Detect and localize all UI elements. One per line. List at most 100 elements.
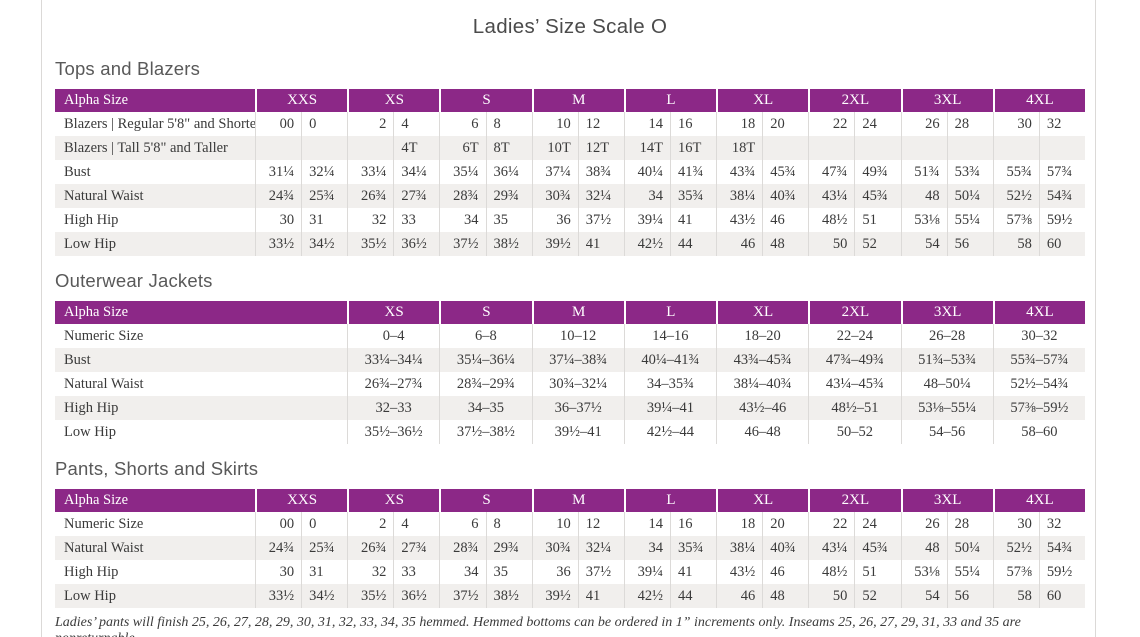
cell-value: 00	[279, 515, 295, 532]
row-label: Blazers | Tall 5'8" and Taller	[64, 139, 228, 156]
table-header-row: Alpha Size XXS XS S M L XL 2XL 3XL 4XL	[55, 89, 1085, 112]
alpha-size-header: Alpha Size	[55, 489, 255, 512]
size-header-xl: XL	[716, 301, 809, 324]
size-cell: 40¼–41¾	[623, 348, 716, 372]
cell-value: 43¼–45¾	[825, 375, 884, 392]
cell-value: 38½	[485, 584, 532, 608]
cell-value: 39¼–41	[646, 399, 694, 416]
table-row: Natural Waist 26¾–27¾ 28¾–29¾ 30¾–32¼ 34–35¾…	[55, 372, 1085, 396]
size-cell: 36–37½	[531, 396, 624, 420]
cell-value: 43¼	[822, 539, 848, 556]
cell-value: 35	[485, 208, 532, 232]
table-body: Blazers | Regular 5'8" and Shorter 00 0 2 4 6…	[55, 112, 1085, 256]
size-cell: 46 48	[716, 584, 808, 608]
size-cell: 48½ 51	[808, 560, 900, 584]
size-cell: 30¾ 32¼	[531, 184, 624, 208]
cell-value: 53⅛–55¼	[918, 399, 977, 416]
cell-value: 37¼–38¾	[549, 351, 608, 368]
cell-value: 0	[301, 512, 347, 536]
size-cell: 26 28	[900, 112, 993, 136]
size-cell: 48 50¼	[900, 536, 993, 560]
cell-value: 12	[577, 112, 624, 136]
size-cell: 52½–54¾	[992, 372, 1085, 396]
cell-value: 53⅛	[914, 563, 940, 580]
size-cell: 54 56	[900, 584, 993, 608]
cell-value: 47¾–49¾	[825, 351, 884, 368]
cell-value: 8T	[485, 136, 532, 160]
cell-value: 54–56	[929, 423, 966, 440]
table-row: High Hip 30 31 32 33 34 35 36 37½ 39¼ 41 43½ 46 48½ 51…	[55, 208, 1085, 232]
size-cell: 46–48	[716, 420, 808, 444]
cell-value: 32–33	[375, 399, 412, 416]
cell-value: 37½	[453, 235, 479, 252]
cell-value: 50–52	[836, 423, 873, 440]
size-cell: 40¼ 41¾	[623, 160, 716, 184]
cell-value: 34½	[301, 584, 347, 608]
cell-value: 30	[1017, 515, 1032, 532]
section-outerwear-jackets: Outerwear Jackets Alpha Size XS S M L XL 2XL 3XL…	[55, 270, 1085, 444]
cell-value: 42½	[637, 587, 663, 604]
cell-value: 28¾–29¾	[456, 375, 515, 392]
cell-value: 12T	[577, 136, 624, 160]
size-cell: 54 56	[900, 232, 993, 256]
cell-value: 26¾–27¾	[364, 375, 423, 392]
table-row: Bust 33¼–34¼ 35¼–36¼ 37¼–38¾ 40¼–41¾ 43¾–45¾ 4…	[55, 348, 1085, 372]
row-label: High Hip	[64, 563, 119, 580]
size-cell: 35½ 36½	[347, 584, 439, 608]
cell-value: 35¼–36¼	[456, 351, 515, 368]
cell-value: 49¾	[854, 160, 900, 184]
cell-value: 38¼–40¾	[733, 375, 792, 392]
table-row: Blazers | Tall 5'8" and Taller 4T 6T 8T 10T 1…	[55, 136, 1085, 160]
cell-value: 36	[556, 211, 571, 228]
table-row: High Hip 30 31 32 33 34 35 36 37½ 39¼ 41 43½ 46 48½ 51…	[55, 560, 1085, 584]
cell-value: 51	[854, 560, 900, 584]
size-cell: 22 24	[808, 512, 900, 536]
cell-value: 42½–44	[646, 423, 694, 440]
cell-value: 43½	[729, 563, 756, 580]
size-cell: 10T 12T	[531, 136, 624, 160]
table-row: Numeric Size 0–4 6–8 10–12 14–16 18–20 22–24 26…	[55, 324, 1085, 348]
cell-value: 54	[925, 587, 940, 604]
cell-value: 29¾	[485, 184, 532, 208]
cell-value: 32¼	[577, 536, 624, 560]
size-cell: 43¾–45¾	[716, 348, 808, 372]
cell-value: 6–8	[475, 327, 497, 344]
cell-value: 8	[485, 512, 532, 536]
cell-value: 4	[393, 112, 439, 136]
cell-value: 32¼	[577, 184, 624, 208]
cell-value: 46	[762, 208, 808, 232]
size-cell: 34 35¾	[623, 184, 716, 208]
row-label: Natural Waist	[64, 539, 144, 556]
section-pants-shorts-and-skirts: Pants, Shorts and Skirts Alpha Size XXS XS S…	[55, 458, 1085, 608]
size-cell: 30 31	[255, 208, 347, 232]
cell-value: 48	[925, 539, 940, 556]
cell-value: 6	[471, 115, 479, 132]
size-cell: 42½–44	[623, 420, 716, 444]
size-cell: 24¾ 25¾	[255, 536, 347, 560]
cell-value: 25¾	[301, 184, 347, 208]
cell-value: 33½	[268, 587, 295, 604]
size-header-xs: XS	[347, 489, 440, 512]
cell-value: 52	[854, 584, 900, 608]
size-cell: 52½ 54¾	[992, 184, 1085, 208]
cell-value: 40¾	[762, 536, 808, 560]
cell-value: 39½	[545, 235, 571, 252]
cell-value: 48½–51	[831, 399, 879, 416]
size-header-3xl: 3XL	[900, 301, 993, 324]
cell-value: 48	[762, 584, 808, 608]
cell-value: 0–4	[382, 327, 405, 344]
alpha-size-header: Alpha Size	[55, 301, 347, 324]
cell-value: 60	[1038, 232, 1085, 256]
table-header-row: Alpha Size XS S M L XL 2XL 3XL 4XL	[55, 301, 1085, 324]
size-cell: 38¼ 40¾	[716, 184, 808, 208]
cell-value: 46	[740, 235, 756, 252]
cell-value: 59½	[1038, 208, 1085, 232]
cell-value: 34–35¾	[646, 375, 694, 392]
size-cell: 30¾ 32¼	[531, 536, 624, 560]
size-cell: 39½ 41	[531, 584, 624, 608]
cell-value: 16T	[669, 136, 716, 160]
size-cell: 43½ 46	[716, 208, 808, 232]
table-body: Numeric Size 0–4 6–8 10–12 14–16 18–20 22–24 26…	[55, 324, 1085, 444]
size-cell: 18 20	[716, 112, 808, 136]
